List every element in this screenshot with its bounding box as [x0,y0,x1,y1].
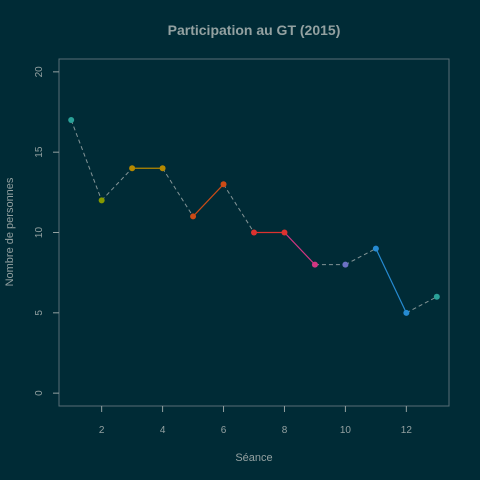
series-segment-12-13 [406,296,438,314]
data-point-11 [372,245,379,252]
y-tick-label: 10 [34,227,45,239]
series-segment-8-9 [284,232,316,266]
data-point-7 [251,229,257,236]
series-links [70,119,438,314]
x-tick-label: 10 [340,425,352,436]
x-tick-label: 2 [99,425,105,436]
data-point-2 [98,197,105,204]
data-point-1 [68,117,75,124]
data-point-8 [281,229,288,236]
data-point-4 [159,165,166,172]
data-point-9 [311,261,318,268]
y-tick-label: 15 [34,146,45,158]
series-segment-10-11 [345,248,377,266]
chart-title: Participation au GT (2015) [168,22,341,38]
data-point-13 [433,293,440,300]
y-axis-label: Nombre de personnes [4,177,16,286]
data-point-3 [129,165,136,172]
x-axis-label: Séance [235,452,272,464]
series-segment-11-12 [375,248,407,314]
data-point-12 [403,309,410,316]
y-axis: 0 5 10 15 20 [34,66,59,396]
y-tick-label: 20 [34,66,45,78]
x-tick-label: 6 [221,425,227,436]
x-tick-label: 4 [160,425,166,436]
x-axis: 2 4 6 8 10 12 [99,406,412,436]
series-segment-1-2 [70,119,103,201]
data-point-6 [220,181,227,188]
x-tick-label: 12 [401,425,413,436]
data-point-5 [190,213,197,220]
y-tick-label: 5 [34,310,45,316]
y-tick-label: 0 [34,390,45,396]
series-segment-6-7 [223,184,255,233]
data-point-10 [342,261,349,268]
series-points [68,117,440,316]
series-segment-4-5 [162,167,194,217]
series-segment-2-3 [101,167,133,201]
x-tick-label: 8 [282,425,288,436]
series-segment-5-6 [192,183,224,217]
